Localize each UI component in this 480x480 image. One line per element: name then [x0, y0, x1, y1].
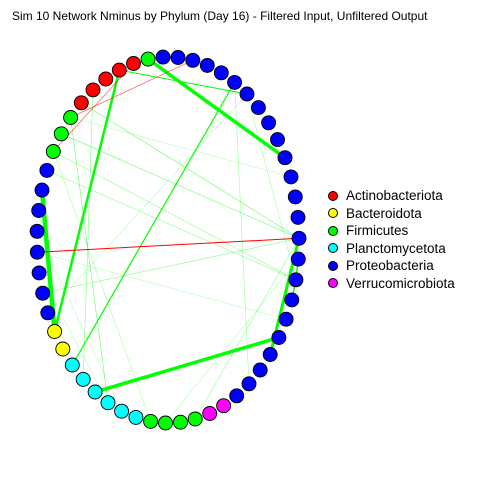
- node-proteobacteria: [291, 210, 305, 224]
- node-proteobacteria: [240, 87, 254, 101]
- node-proteobacteria: [230, 389, 244, 403]
- node-planctomycetota: [115, 404, 129, 418]
- node-proteobacteria: [291, 252, 305, 266]
- node-proteobacteria: [186, 53, 200, 67]
- legend-item: Verrucomicrobiota: [328, 275, 455, 293]
- node-proteobacteria: [40, 163, 54, 177]
- positive-edge: [47, 170, 296, 279]
- node-planctomycetota: [101, 396, 115, 410]
- node-proteobacteria: [279, 312, 293, 326]
- node-proteobacteria: [242, 377, 256, 391]
- legend-item: Actinobacteriota: [328, 187, 455, 205]
- positive-edge: [53, 152, 296, 280]
- node-proteobacteria: [200, 58, 214, 72]
- legend-swatch: [328, 208, 338, 218]
- legend-swatch: [328, 226, 338, 236]
- node-firmicutes: [64, 111, 78, 125]
- legend: Actinobacteriota Bacteroidota Firmicutes Pl…: [328, 187, 455, 292]
- node-proteobacteria: [171, 51, 185, 65]
- node-firmicutes: [54, 127, 68, 141]
- node-proteobacteria: [253, 363, 267, 377]
- node-planctomycetota: [88, 385, 102, 399]
- positive-edge: [43, 238, 299, 293]
- node-proteobacteria: [285, 293, 299, 307]
- positive-edge: [61, 134, 299, 239]
- node-actinobacteriota: [74, 96, 88, 110]
- legend-label: Actinobacteriota: [346, 188, 443, 203]
- node-firmicutes: [141, 52, 155, 66]
- node-proteobacteria: [156, 50, 170, 64]
- node-proteobacteria: [32, 204, 46, 218]
- legend-swatch: [328, 261, 338, 271]
- node-actinobacteriota: [127, 57, 141, 71]
- legend-item: Firmicutes: [328, 222, 455, 240]
- node-proteobacteria: [278, 151, 292, 165]
- node-proteobacteria: [35, 183, 49, 197]
- node-firmicutes: [46, 145, 60, 159]
- legend-label: Planctomycetota: [346, 241, 446, 256]
- legend-label: Proteobacteria: [346, 258, 434, 273]
- legend-label: Verrucomicrobiota: [346, 276, 455, 291]
- node-actinobacteriota: [99, 72, 113, 86]
- node-firmicutes: [174, 415, 188, 429]
- node-planctomycetota: [76, 372, 90, 386]
- positive-edge: [37, 252, 286, 319]
- legend-label: Bacteroidota: [346, 206, 422, 221]
- node-planctomycetota: [65, 358, 79, 372]
- legend-label: Firmicutes: [346, 223, 408, 238]
- positive-edge: [195, 238, 299, 419]
- node-proteobacteria: [263, 348, 277, 362]
- node-actinobacteriota: [112, 63, 126, 77]
- node-proteobacteria: [262, 116, 276, 130]
- node-verrucomicrobiota: [217, 399, 231, 413]
- node-proteobacteria: [251, 101, 265, 115]
- legend-item: Proteobacteria: [328, 257, 455, 275]
- node-proteobacteria: [32, 266, 46, 280]
- node-proteobacteria: [272, 331, 286, 345]
- positive-edge: [71, 118, 291, 177]
- positive-edge: [72, 82, 234, 365]
- node-firmicutes: [159, 416, 173, 430]
- node-proteobacteria: [284, 170, 298, 184]
- node-actinobacteriota: [86, 83, 100, 97]
- legend-swatch: [328, 191, 338, 201]
- node-bacteroidota: [56, 342, 70, 356]
- node-proteobacteria: [36, 286, 50, 300]
- node-proteobacteria: [288, 190, 302, 204]
- positive-edge: [53, 152, 150, 422]
- node-proteobacteria: [292, 231, 306, 245]
- node-planctomycetota: [129, 410, 143, 424]
- node-proteobacteria: [41, 306, 55, 320]
- node-proteobacteria: [214, 66, 228, 80]
- node-bacteroidota: [48, 325, 62, 339]
- legend-swatch: [328, 243, 338, 253]
- legend-item: Bacteroidota: [328, 205, 455, 223]
- positive-edge: [55, 70, 120, 331]
- node-proteobacteria: [289, 273, 303, 287]
- node-proteobacteria: [271, 133, 285, 147]
- legend-swatch: [328, 278, 338, 288]
- node-verrucomicrobiota: [203, 407, 217, 421]
- legend-item: Planctomycetota: [328, 240, 455, 258]
- positive-edge: [48, 94, 247, 313]
- node-firmicutes: [188, 412, 202, 426]
- node-proteobacteria: [228, 75, 242, 89]
- node-proteobacteria: [30, 224, 44, 238]
- node-firmicutes: [144, 414, 158, 428]
- node-proteobacteria: [30, 245, 44, 259]
- positive-edge: [83, 90, 93, 380]
